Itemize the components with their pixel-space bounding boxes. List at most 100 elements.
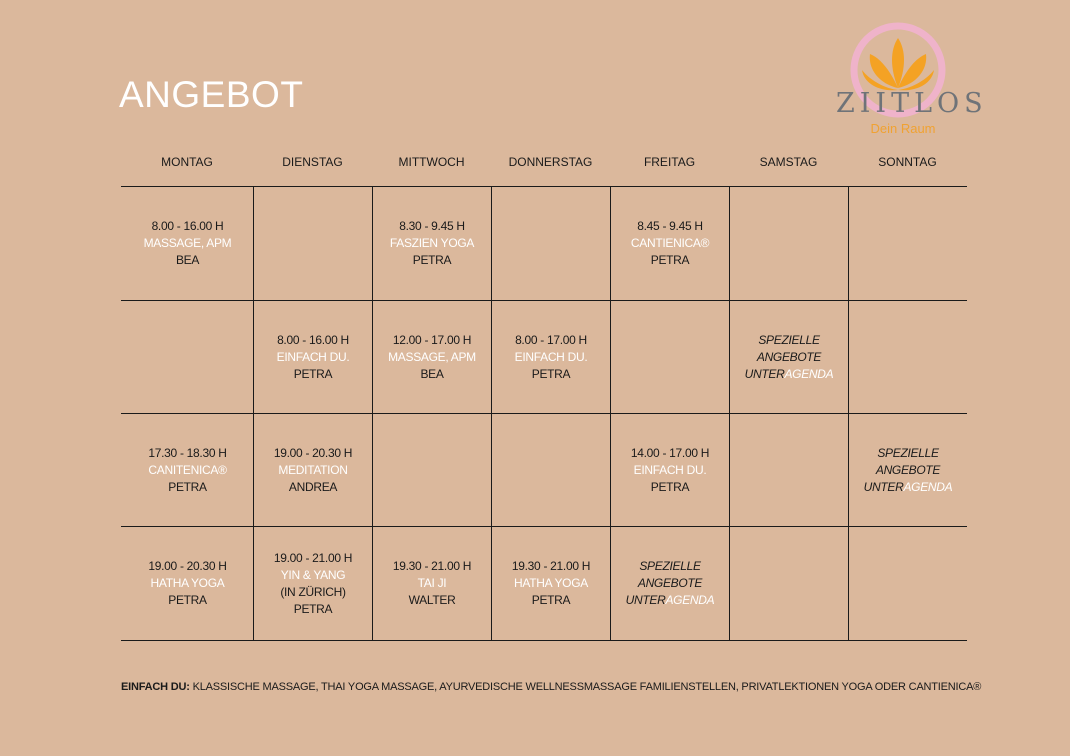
cell-line: ANGEBOTE [638,575,703,592]
column-line [848,186,849,641]
footer-text: KLASSISCHE MASSAGE, THAI YOGA MASSAGE, A… [192,681,982,693]
cell-line: ANGEBOTE [756,349,822,366]
cell-text: SPEZIELLE [877,445,939,460]
column-header: DONNERSTAG [508,155,593,169]
cell-line: EINFACH DU. [277,349,350,366]
row-line [121,186,967,187]
cell-line: FASZIEN YOGA [389,235,475,252]
schedule-cell: 19.00 - 20.30 H MEDITATION ANDREA [254,414,372,526]
cell-line: PETRA [651,252,690,269]
cell-text: 19.30 - 21.00 H [392,559,472,573]
cell-text: 8.00 - 17.00 H [515,332,587,347]
schedule-cell: 8.00 - 16.00 H EINFACH DU. PETRA [254,301,372,413]
cell-line: PETRA [294,366,333,383]
schedule-cell: 8.45 - 9.45 H CANTIENICA® PETRA [611,187,729,300]
cell-line: CANITENICA® [148,462,227,479]
cell-text: PETRA [650,479,690,494]
cell-line: MASSAGE, APM [144,235,232,252]
cell-line: 19.00 - 20.30 H [148,558,227,575]
cell-text: 14.00 - 17.00 H [630,445,710,460]
cell-text: PETRA [293,601,333,616]
cell-line: SPEZIELLE [758,332,820,349]
cell-line: 12.00 - 17.00 H [392,332,472,349]
column-line [253,186,254,641]
schedule-cell [730,527,848,640]
cell-text: 8.00 - 16.00 H [151,219,224,233]
cell-line: SPEZIELLE [877,445,939,462]
column-header: SONNTAG [878,155,937,169]
cell-text: HATHA YOGA [514,576,588,590]
schedule-cell [254,187,372,300]
cell-line: 8.30 - 9.45 H [399,218,465,235]
schedule-cell [849,301,967,413]
cell-line: PETRA [294,601,333,618]
logo-tagline: Dein Raum [870,121,936,136]
cell-line: CANTIENICA® [630,235,710,252]
cell-text: EINFACH DU. [514,349,588,364]
cell-text: PETRA [293,366,333,381]
schedule-cell: 19.30 - 21.00 H TAI JI WALTER [373,527,491,640]
cell-text: PETRA [168,479,207,494]
cell-text: SPEZIELLE [758,332,820,347]
cell-line: PETRA [532,366,571,383]
cell-text: BEA [175,253,200,267]
schedule-cell: 14.00 - 17.00 H EINFACH DU. PETRA [611,414,729,526]
cell-line: UNTERAGENDA [626,592,715,609]
cell-line: 17.30 - 18.30 H [148,445,227,462]
cell-line: EINFACH DU. [634,462,707,479]
cell-line: EINFACH DU. [515,349,588,366]
cell-line: HATHA YOGA [151,575,225,592]
cell-line: PETRA [651,479,690,496]
cell-line: PETRA [168,479,207,496]
schedule-cell: 8.00 - 16.00 H MASSAGE, APM BEA [122,187,253,300]
schedule-cell [492,187,610,300]
cell-line: 19.00 - 21.00 H [273,550,353,567]
row-line [121,300,967,301]
column-header: SAMSTAG [759,155,818,169]
cell-text: 19.00 - 21.00 H [273,550,353,565]
cell-text: FASZIEN YOGA [389,236,475,250]
cell-line: UNTERAGENDA [864,479,953,496]
row-line [121,413,967,414]
cell-text: 19.30 - 21.00 H [511,559,591,573]
schedule-cell: 19.30 - 21.00 H HATHA YOGA PETRA [492,527,610,640]
cell-line: ANDREA [289,479,338,496]
cell-text: CANTIENICA® [630,236,710,250]
cell-text: (IN ZÜRICH) [280,584,346,599]
schedule-cell [611,301,729,413]
cell-text: 12.00 - 17.00 H [392,332,472,347]
cell-text: EINFACH DU. [633,462,707,477]
cell-text: MASSAGE, APM [388,349,476,364]
schedule-cell: SPEZIELLE ANGEBOTE UNTERAGENDA [849,414,967,526]
column-header: DIENSTAG [282,155,343,169]
column-line [491,186,492,641]
cell-text: ANGEBOTE [756,349,822,364]
cell-line: MASSAGE, APM [388,349,476,366]
cell-text: TAI JI [417,576,447,590]
schedule-cell [849,187,967,300]
schedule-cell [373,414,491,526]
cell-text: AGENDA [784,366,834,381]
cell-line: PETRA [532,592,571,609]
cell-line: YIN & YANG [281,567,346,584]
cell-line: PETRA [413,252,452,269]
cell-line: PETRA [168,592,207,609]
cell-line: BEA [420,366,443,383]
schedule-cell [730,414,848,526]
cell-line: BEA [176,252,199,269]
column-line [610,186,611,641]
cell-text: EINFACH DU. [276,349,350,364]
cell-text: 17.30 - 18.30 H [148,445,227,460]
schedule-cell [492,414,610,526]
schedule-cell: SPEZIELLE ANGEBOTE UNTERAGENDA [730,301,848,413]
cell-text: 8.00 - 16.00 H [277,332,349,347]
cell-text: PETRA [650,253,690,267]
cell-line: (IN ZÜRICH) [280,584,346,601]
cell-text: SPEZIELLE [639,559,701,573]
cell-text: AGENDA [903,479,953,494]
column-line [372,186,373,641]
cell-line: 19.00 - 20.30 H [274,445,353,462]
schedule-cell: 8.00 - 17.00 H EINFACH DU. PETRA [492,301,610,413]
schedule-cell: SPEZIELLE ANGEBOTE UNTERAGENDA [611,527,729,640]
